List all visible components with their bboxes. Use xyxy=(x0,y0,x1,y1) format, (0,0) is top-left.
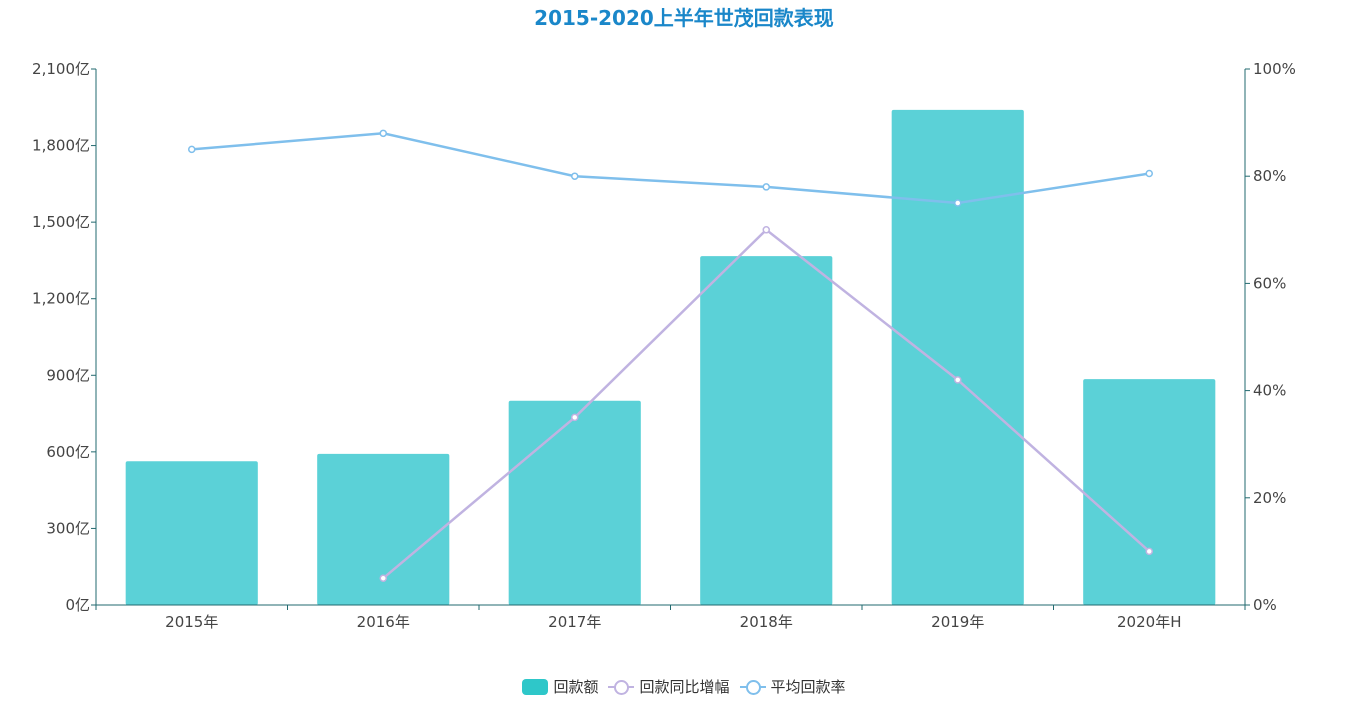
y-right-tick-label: 80% xyxy=(1253,167,1286,185)
legend-line-swatch-growth xyxy=(608,679,634,695)
x-tick-label: 2019年 xyxy=(931,613,984,631)
line-point-回款同比增幅 xyxy=(763,227,769,233)
legend-item-rate[interactable]: 平均回款率 xyxy=(740,676,846,697)
bar-2018年 xyxy=(700,256,832,605)
y-right-tick-label: 0% xyxy=(1253,596,1277,614)
y-right-tick-label: 60% xyxy=(1253,274,1286,292)
line-point-回款同比增幅 xyxy=(955,377,961,383)
line-point-平均回款率 xyxy=(572,173,578,179)
x-tick-label: 2020年H xyxy=(1117,613,1181,631)
legend-line-swatch-rate xyxy=(740,679,766,695)
legend-bar-swatch xyxy=(522,679,548,695)
x-tick-label: 2016年 xyxy=(357,613,410,631)
legend[interactable]: 回款额 回款同比增幅 平均回款率 xyxy=(0,676,1368,697)
x-tick-label: 2018年 xyxy=(740,613,793,631)
bar-2016年 xyxy=(317,454,449,605)
bar-2017年 xyxy=(509,401,641,605)
y-right-tick-label: 40% xyxy=(1253,382,1286,400)
line-point-回款同比增幅 xyxy=(1146,548,1152,554)
y-left-tick-label: 600亿 xyxy=(46,443,90,461)
line-point-平均回款率 xyxy=(763,184,769,190)
legend-item-growth[interactable]: 回款同比增幅 xyxy=(608,676,729,697)
line-point-平均回款率 xyxy=(955,200,961,206)
bar-2019年 xyxy=(892,110,1024,605)
y-right-tick-label: 20% xyxy=(1253,489,1286,507)
y-left-tick-label: 1,200亿 xyxy=(32,290,90,308)
y-left-tick-label: 1,800亿 xyxy=(32,137,90,155)
x-tick-label: 2015年 xyxy=(165,613,218,631)
y-left-tick-label: 0亿 xyxy=(65,596,90,614)
y-left-tick-label: 1,500亿 xyxy=(32,213,90,231)
x-tick-label: 2017年 xyxy=(548,613,601,631)
y-left-tick-label: 300亿 xyxy=(46,519,90,537)
line-point-平均回款率 xyxy=(189,146,195,152)
y-left-tick-label: 900亿 xyxy=(46,366,90,384)
legend-label-rate: 平均回款率 xyxy=(771,676,846,697)
bar-2020年H xyxy=(1083,379,1215,605)
legend-item-amount[interactable]: 回款额 xyxy=(522,676,598,697)
legend-label-amount: 回款额 xyxy=(553,676,598,697)
line-point-平均回款率 xyxy=(1146,171,1152,177)
line-point-平均回款率 xyxy=(380,130,386,136)
y-right-tick-label: 100% xyxy=(1253,60,1296,78)
legend-label-growth: 回款同比增幅 xyxy=(639,676,729,697)
bar-2015年 xyxy=(126,461,258,605)
line-point-回款同比增幅 xyxy=(380,575,386,581)
line-point-回款同比增幅 xyxy=(572,414,578,420)
y-left-tick-label: 2,100亿 xyxy=(32,60,90,78)
